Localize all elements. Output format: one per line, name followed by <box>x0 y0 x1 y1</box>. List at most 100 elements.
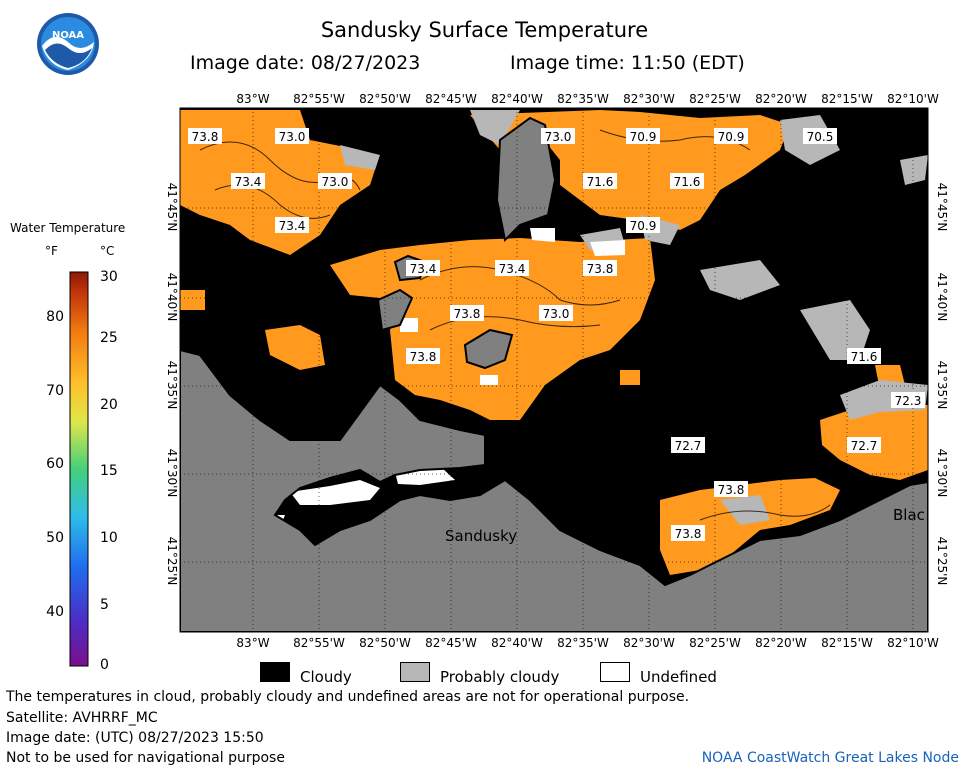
temperature-label-box <box>231 173 265 189</box>
temperature-label: 73.0 <box>543 307 570 321</box>
celsius-tick: 10 <box>100 530 118 546</box>
lat-label-right: 41°30'N <box>935 448 949 498</box>
lon-label-top: 82°30'W <box>623 92 675 106</box>
lon-label-top: 82°45'W <box>425 92 477 106</box>
temperature-label: 73.8 <box>454 307 481 321</box>
lon-label-top: 82°35'W <box>557 92 609 106</box>
temperature-label: 73.0 <box>545 130 572 144</box>
temperature-label: 72.7 <box>675 439 702 453</box>
lon-label-top: 82°50'W <box>359 92 411 106</box>
key-label-undefined: Undefined <box>640 668 717 686</box>
lon-label-top: 82°25'W <box>689 92 741 106</box>
lon-label-bottom: 82°15'W <box>821 636 873 650</box>
celsius-tick: 20 <box>100 397 118 413</box>
temperature-label-box <box>541 128 575 144</box>
temperature-label-box <box>670 173 704 189</box>
lat-label-right: 41°40'N <box>935 272 949 322</box>
lat-label-right: 41°35'N <box>935 360 949 410</box>
key-swatch-cloudy <box>260 662 290 682</box>
temperature-label-box <box>671 437 705 453</box>
legend-unit-f: °F <box>45 244 58 258</box>
footer-navigation: Not to be used for navigational purpose <box>6 750 285 766</box>
temperature-label: 71.6 <box>851 350 878 364</box>
fahrenheit-tick: 50 <box>46 530 64 546</box>
map-title: Sandusky Surface Temperature <box>320 18 649 42</box>
footer-credit: NOAA CoastWatch Great Lakes Node <box>701 750 959 766</box>
key-swatch-undefined <box>600 662 630 682</box>
key-label-cloudy: Cloudy <box>300 668 352 686</box>
temperature-label: 70.9 <box>630 219 657 233</box>
temperature-label-box <box>406 348 440 364</box>
temperature-label: 73.4 <box>499 262 526 276</box>
temperature-label-box <box>891 392 925 408</box>
lon-label-top: 82°55'W <box>293 92 345 106</box>
lon-label-bottom: 83°W <box>236 636 270 650</box>
fahrenheit-tick: 70 <box>46 383 64 399</box>
fahrenheit-tick: 40 <box>46 604 64 620</box>
temperature-label-box <box>275 128 309 144</box>
map-border <box>179 107 929 633</box>
lat-label-left: 41°25'N <box>165 536 179 586</box>
temperature-label: 70.9 <box>718 130 745 144</box>
lon-label-bottom: 82°35'W <box>557 636 609 650</box>
celsius-tick: 0 <box>100 657 109 673</box>
temperature-label: 72.3 <box>895 394 922 408</box>
temperature-label-box <box>406 260 440 276</box>
noaa-logo-icon: NOAA <box>36 12 100 76</box>
image-date: Image date: 08/27/2023 <box>190 52 421 74</box>
legend-title: Water Temperature <box>10 221 126 235</box>
temperature-label-box <box>626 217 660 233</box>
temperature-label-box <box>539 305 573 321</box>
temperature-label-box <box>714 128 748 144</box>
lon-label-bottom: 82°40'W <box>491 636 543 650</box>
map-area: 73.8 73.0 73.0 70.9 70.9 70.5 73.4 73.0 71.6 71.6… <box>180 108 928 632</box>
temperature-label: 71.6 <box>587 175 614 189</box>
lat-label-left: 41°40'N <box>165 272 179 322</box>
temperature-label-box <box>583 173 617 189</box>
image-time: Image time: 11:50 (EDT) <box>510 52 745 74</box>
temperature-label-box <box>275 217 309 233</box>
temperature-labels: 73.8 73.0 73.0 70.9 70.9 70.5 73.4 73.0 71.6 71.6… <box>188 128 925 541</box>
fahrenheit-tick: 60 <box>46 456 64 472</box>
lon-label-bottom: 82°25'W <box>689 636 741 650</box>
place-label-sandusky: Sandusky <box>445 527 517 545</box>
lon-label-bottom: 82°55'W <box>293 636 345 650</box>
celsius-tick: 5 <box>100 597 109 613</box>
lat-label-right: 41°25'N <box>935 536 949 586</box>
place-label-black: Blac <box>893 506 925 524</box>
lon-label-bottom: 82°20'W <box>755 636 807 650</box>
temperature-label: 73.8 <box>587 262 614 276</box>
isotherm-contours <box>199 129 831 521</box>
key-swatch-probably-cloudy <box>400 662 430 682</box>
temperature-label: 73.0 <box>279 130 306 144</box>
temperature-label-box <box>188 128 222 144</box>
lon-label-top: 82°15'W <box>821 92 873 106</box>
temperature-label: 73.0 <box>322 175 349 189</box>
temperature-label: 73.8 <box>718 483 745 497</box>
temperature-label-box <box>583 260 617 276</box>
temperature-label: 71.6 <box>674 175 701 189</box>
temperature-label: 73.4 <box>410 262 437 276</box>
footer-disclaimer: The temperatures in cloud, probably clou… <box>6 689 690 705</box>
lon-label-top: 82°40'W <box>491 92 543 106</box>
lat-label-left: 41°35'N <box>165 360 179 410</box>
lon-label-top: 82°20'W <box>755 92 807 106</box>
temperature-label-box <box>803 128 837 144</box>
temperature-colorbar <box>69 271 89 667</box>
footer-utc-date: Image date: (UTC) 08/27/2023 15:50 <box>6 730 264 746</box>
temperature-label: 73.8 <box>410 350 437 364</box>
temperature-label-box <box>847 437 881 453</box>
temperature-label-box <box>450 305 484 321</box>
temperature-label: 73.8 <box>675 527 702 541</box>
temperature-label: 70.5 <box>807 130 834 144</box>
temperature-label-box <box>671 525 705 541</box>
graticule <box>180 108 928 632</box>
lon-label-bottom: 82°45'W <box>425 636 477 650</box>
celsius-tick: 15 <box>100 463 118 479</box>
lon-label-top: 82°10'W <box>887 92 939 106</box>
temperature-label: 70.9 <box>630 130 657 144</box>
temperature-label: 73.4 <box>235 175 262 189</box>
fahrenheit-tick: 80 <box>46 309 64 325</box>
warm-water-regions <box>180 110 928 575</box>
